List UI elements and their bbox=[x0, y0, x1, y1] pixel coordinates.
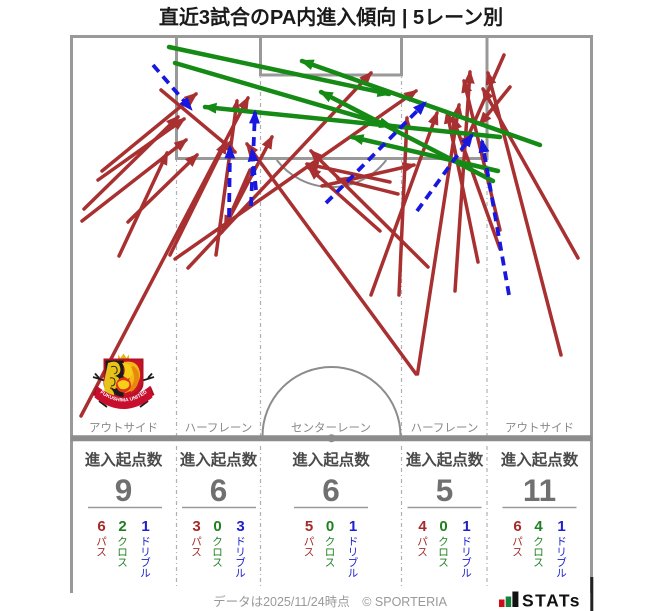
svg-text:進入起点数: 進入起点数 bbox=[501, 450, 579, 469]
svg-text:5: 5 bbox=[436, 472, 454, 508]
svg-text:クロス: クロス bbox=[117, 536, 128, 569]
svg-text:進入起点数: 進入起点数 bbox=[180, 450, 258, 469]
svg-text:ドリブル: ドリブル bbox=[140, 536, 151, 580]
svg-text:アウトサイド: アウトサイド bbox=[89, 422, 158, 435]
svg-text:進入起点数: 進入起点数 bbox=[292, 450, 370, 469]
svg-text:ドリブル: ドリブル bbox=[348, 536, 359, 580]
svg-text:ハーフレーン: ハーフレーン bbox=[411, 423, 479, 435]
svg-text:クロス: クロス bbox=[212, 536, 223, 569]
svg-text:データは2025/11/24時点 © SPORTERIA: データは2025/11/24時点 © SPORTERIA bbox=[213, 594, 447, 609]
svg-text:0: 0 bbox=[326, 518, 334, 535]
svg-text:パス: パス bbox=[191, 536, 202, 559]
svg-text:3: 3 bbox=[236, 518, 244, 535]
svg-text:1: 1 bbox=[557, 518, 565, 535]
svg-text:クロス: クロス bbox=[325, 536, 336, 569]
svg-text:進入起点数: 進入起点数 bbox=[406, 450, 484, 469]
svg-text:パス: パス bbox=[304, 536, 315, 559]
svg-text:11: 11 bbox=[523, 472, 556, 508]
svg-text:4: 4 bbox=[418, 518, 427, 535]
svg-text:ドリブル: ドリブル bbox=[235, 536, 246, 580]
svg-text:ドリブル: ドリブル bbox=[461, 536, 472, 580]
svg-text:STATs: STATs bbox=[522, 591, 581, 611]
svg-text:2: 2 bbox=[118, 518, 126, 535]
svg-text:ドリブル: ドリブル bbox=[556, 536, 567, 580]
svg-text:1: 1 bbox=[141, 518, 149, 535]
svg-text:0: 0 bbox=[439, 518, 447, 535]
svg-text:6: 6 bbox=[322, 472, 340, 508]
svg-text:3: 3 bbox=[192, 518, 200, 535]
svg-text:9: 9 bbox=[115, 472, 133, 508]
svg-text:4: 4 bbox=[534, 518, 543, 535]
svg-text:6: 6 bbox=[513, 518, 521, 535]
svg-text:パス: パス bbox=[417, 536, 428, 559]
svg-text:1: 1 bbox=[462, 518, 470, 535]
svg-text:5: 5 bbox=[305, 518, 313, 535]
svg-text:ハーフレーン: ハーフレーン bbox=[185, 423, 253, 435]
svg-text:クロス: クロス bbox=[438, 536, 449, 569]
svg-text:進入起点数: 進入起点数 bbox=[85, 450, 163, 469]
svg-text:直近3試合のPA内進入傾向 | 5レーン別: 直近3試合のPA内進入傾向 | 5レーン別 bbox=[159, 5, 503, 29]
svg-text:アウトサイド: アウトサイド bbox=[505, 422, 574, 435]
svg-text:パス: パス bbox=[96, 536, 107, 559]
svg-text:1: 1 bbox=[349, 518, 357, 535]
svg-text:センターレーン: センターレーン bbox=[291, 422, 371, 435]
svg-text:クロス: クロス bbox=[533, 536, 544, 569]
svg-text:6: 6 bbox=[97, 518, 105, 535]
svg-text:パス: パス bbox=[512, 536, 523, 559]
svg-text:6: 6 bbox=[210, 472, 228, 508]
svg-text:0: 0 bbox=[213, 518, 221, 535]
